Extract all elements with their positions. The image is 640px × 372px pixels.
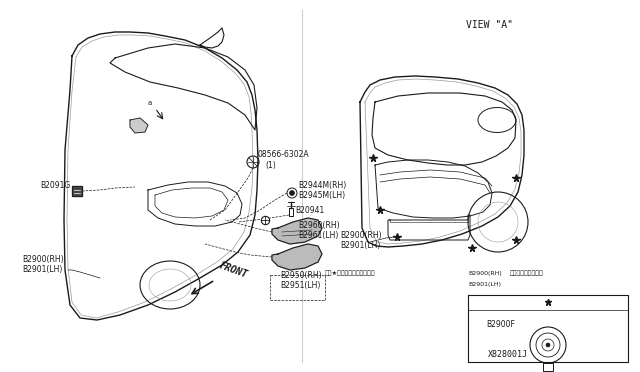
Text: B2901(LH): B2901(LH) xyxy=(22,265,62,274)
Text: B2900(RH): B2900(RH) xyxy=(468,271,502,276)
Polygon shape xyxy=(272,244,322,270)
Polygon shape xyxy=(130,118,148,133)
Text: FRONT: FRONT xyxy=(218,260,249,280)
Text: B2900F: B2900F xyxy=(486,320,515,329)
Text: B2901(LH): B2901(LH) xyxy=(340,241,380,250)
Text: B2950(RH): B2950(RH) xyxy=(280,271,322,280)
Text: X828001J: X828001J xyxy=(488,350,528,359)
Text: B2961(LH): B2961(LH) xyxy=(298,231,339,240)
Text: B2951(LH): B2951(LH) xyxy=(280,281,321,290)
Text: 08566-6302A: 08566-6302A xyxy=(258,150,310,159)
Text: B2945M(LH): B2945M(LH) xyxy=(298,191,345,200)
Text: B2900(RH): B2900(RH) xyxy=(340,231,381,240)
Text: B2960(RH): B2960(RH) xyxy=(298,221,340,230)
Text: (1): (1) xyxy=(265,161,276,170)
Text: a: a xyxy=(148,100,152,106)
Text: 注）★印の部品は部品コード: 注）★印の部品は部品コード xyxy=(325,270,376,276)
Text: B2091G: B2091G xyxy=(40,180,70,189)
Text: B2944M(RH): B2944M(RH) xyxy=(298,181,346,190)
Circle shape xyxy=(289,190,294,196)
Polygon shape xyxy=(72,186,82,196)
Circle shape xyxy=(546,343,550,347)
Text: の位置を示します。: の位置を示します。 xyxy=(510,270,544,276)
Text: B2900(RH): B2900(RH) xyxy=(22,255,63,264)
Text: VIEW "A": VIEW "A" xyxy=(467,20,513,30)
Polygon shape xyxy=(272,218,322,244)
Text: B20941: B20941 xyxy=(295,206,324,215)
Text: B2901(LH): B2901(LH) xyxy=(468,282,501,287)
